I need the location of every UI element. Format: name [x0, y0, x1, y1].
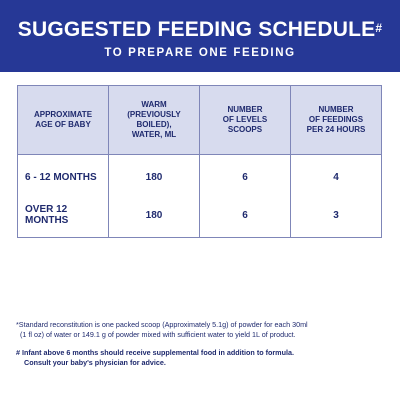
header-age: APPROXIMATE AGE OF BABY: [17, 85, 109, 155]
reconstitution-line1: *Standard reconstitution is one packed s…: [16, 320, 308, 329]
table-row: 6 - 12 MONTHS 180 6 4: [17, 154, 382, 196]
header-age-line1: APPROXIMATE: [33, 110, 93, 119]
header-scoops: NUMBER OF LEVELS SCOOPS: [199, 85, 291, 155]
header-water-line2: (PREVIOUSLY BOILED),: [127, 110, 181, 129]
title-banner: SUGGESTED FEEDING SCHEDULE# TO PREPARE O…: [0, 0, 400, 72]
header-feedings: NUMBER OF FEEDINGS PER 24 HOURS: [290, 85, 382, 155]
reconstitution-note: *Standard reconstitution is one packed s…: [16, 320, 388, 340]
header-water-line3: WATER, ML: [131, 130, 177, 139]
row-feedings: 4: [290, 154, 382, 196]
row-scoops: 6: [199, 154, 291, 196]
header-scoops-line1: NUMBER: [227, 105, 263, 114]
row-age: OVER 12 MONTHS: [17, 196, 109, 238]
header-feedings-line2: OF FEEDINGS: [308, 115, 364, 124]
header-scoops-line3: SCOOPS: [227, 125, 263, 134]
feeding-schedule-table: APPROXIMATE AGE OF BABY WARM (PREVIOUSLY…: [17, 85, 382, 238]
page-subtitle: TO PREPARE ONE FEEDING: [104, 47, 296, 59]
footnotes: *Standard reconstitution is one packed s…: [16, 320, 388, 368]
title-text: SUGGESTED FEEDING SCHEDULE: [17, 18, 376, 41]
header-feedings-line1: NUMBER: [318, 105, 354, 114]
header-water-line1: WARM: [141, 100, 167, 109]
table-row: OVER 12 MONTHS 180 6 3: [17, 196, 382, 238]
title-footnote-mark: #: [375, 21, 383, 35]
supplement-note: # Infant above 6 months should receive s…: [16, 348, 388, 368]
page-title: SUGGESTED FEEDING SCHEDULE#: [0, 18, 400, 42]
header-water: WARM (PREVIOUSLY BOILED), WATER, ML: [108, 85, 200, 155]
reconstitution-line2: (1 fl oz) of water or 149.1 g of powder …: [20, 330, 296, 339]
row-scoops: 6: [199, 196, 291, 238]
header-age-line2: AGE OF BABY: [35, 120, 91, 129]
supplement-line1: # Infant above 6 months should receive s…: [16, 348, 294, 357]
header-feedings-line3: PER 24 HOURS: [306, 125, 366, 134]
row-water: 180: [108, 154, 200, 196]
row-feedings: 3: [290, 196, 382, 238]
table-header-row: APPROXIMATE AGE OF BABY WARM (PREVIOUSLY…: [17, 85, 382, 155]
supplement-line2: Consult your baby's physician for advice…: [24, 358, 166, 367]
row-age: 6 - 12 MONTHS: [17, 154, 109, 196]
header-scoops-line2: OF LEVELS: [222, 115, 268, 124]
row-water: 180: [108, 196, 200, 238]
